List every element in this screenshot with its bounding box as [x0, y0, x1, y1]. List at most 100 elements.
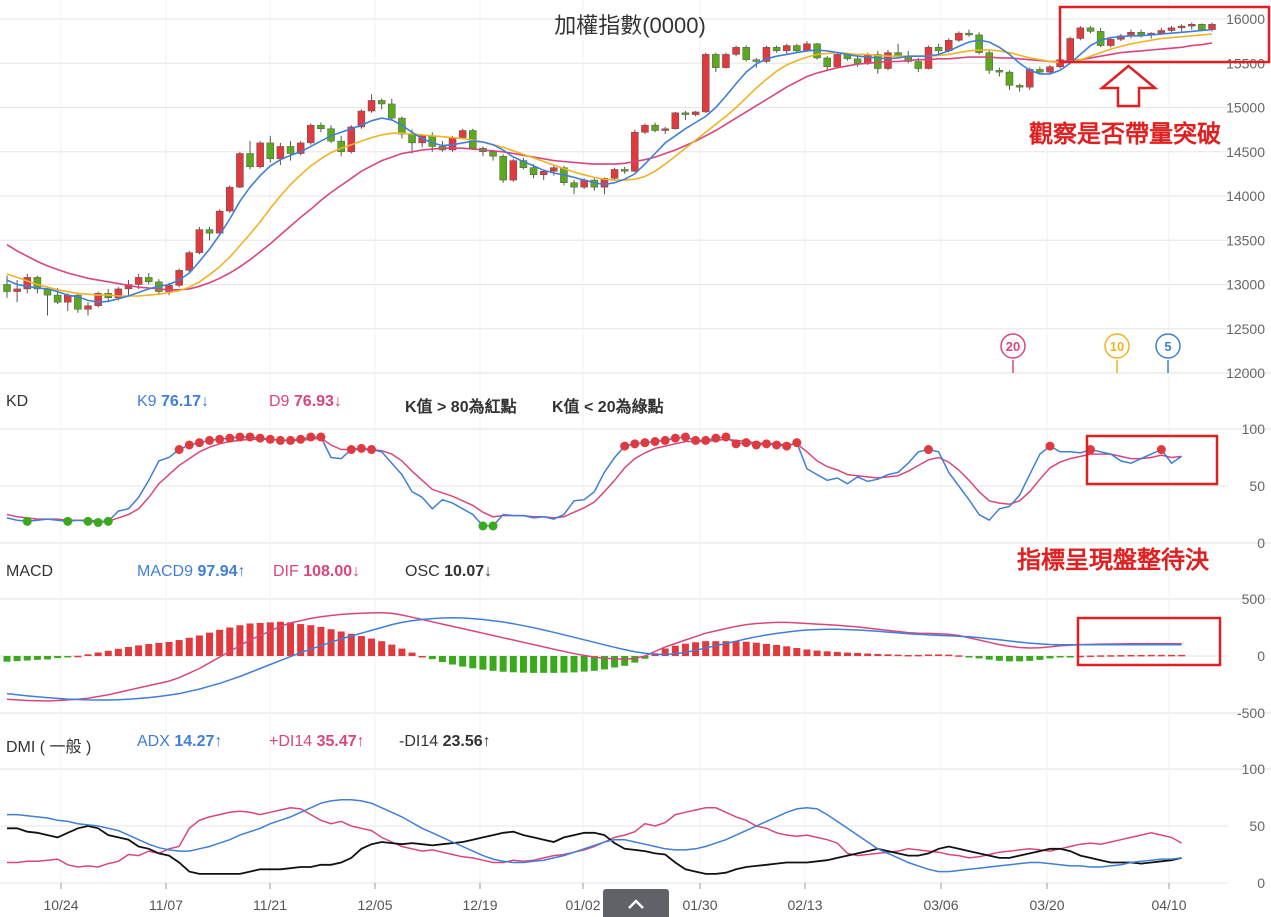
macd-dif-value: 108.00↓ [303, 563, 361, 580]
x-tick-label: 03/06 [923, 897, 958, 913]
kd-red-dot [772, 440, 782, 450]
dmi-y-tick-label: 0 [1257, 875, 1265, 891]
macd-macd-label: MACD9 [137, 563, 194, 580]
macd-osc-bar [317, 626, 325, 656]
macd-osc-bar [165, 641, 173, 656]
price-y-tick-label: 13000 [1226, 277, 1265, 293]
kd-red-dot [782, 441, 792, 451]
macd-osc-bar [722, 641, 730, 656]
x-tick-label: 12/19 [462, 897, 497, 913]
ma5-line [6, 28, 1213, 304]
kd-rule-green: K值 < 20為綠點 [552, 399, 664, 416]
kd-red-dot [792, 438, 802, 448]
price-y-tick-label: 13500 [1226, 232, 1265, 248]
macd-osc-bar [560, 656, 568, 673]
candle-body [367, 100, 376, 112]
macd-osc-bar [1026, 656, 1034, 661]
candle-body [236, 153, 244, 188]
x-tick-label: 11/07 [149, 897, 183, 913]
candle-body [195, 229, 204, 253]
candle-body [145, 277, 153, 283]
candle-body [772, 47, 781, 52]
macd-osc-bar [469, 656, 477, 669]
macd-osc-bar [347, 633, 355, 656]
macd-osc-bar [621, 656, 629, 666]
candle-body [550, 167, 558, 172]
kd-red-dot [255, 433, 265, 443]
dmi-adx-readout: ADX 14.27↑ [137, 733, 222, 751]
candle-body [610, 169, 619, 179]
kd-red-dot [660, 435, 670, 445]
candle-body [1187, 24, 1196, 27]
candle-body [712, 54, 720, 68]
kd-red-dot [691, 435, 701, 445]
candle-body [519, 160, 528, 168]
macd-osc-bar [570, 656, 578, 673]
candle-body [357, 110, 366, 128]
scroll-up-button[interactable] [603, 889, 669, 917]
macd-osc-bar [864, 653, 872, 656]
macd-osc-bar [600, 656, 608, 670]
candle-body [661, 128, 669, 131]
ma-badge-label: 20 [1006, 339, 1020, 354]
price-y-tick-label: 16000 [1226, 11, 1265, 27]
kd-red-dot [711, 433, 721, 443]
kd-green-dot [93, 517, 103, 527]
candle-body [1036, 69, 1044, 73]
candle-body [631, 132, 639, 172]
macd-osc-bar [84, 654, 92, 656]
kd-y-tick-label: 100 [1242, 421, 1266, 437]
kd-k-label: K9 [137, 393, 157, 410]
macd-osc-bar [33, 656, 41, 660]
macd-osc-bar [833, 651, 841, 656]
candle-body [914, 61, 923, 69]
candle-body [3, 284, 11, 292]
dmi-panel-name: DMI ( 一般 ) [6, 739, 92, 756]
candle-body [570, 182, 578, 188]
kd-red-dot [630, 439, 640, 449]
macd-osc-bar [357, 636, 365, 656]
macd-osc-bar [135, 645, 143, 656]
macd-osc-bar [479, 656, 487, 670]
kd-k-readout: K9 76.17↓ [137, 393, 209, 411]
macd-osc-bar [459, 656, 467, 667]
kd-y-tick-label: 50 [1249, 478, 1265, 494]
kd-red-dot [215, 434, 225, 444]
kd-red-dot [731, 439, 741, 449]
candle-body [884, 52, 892, 69]
macd-osc-bar [256, 622, 264, 656]
macd-osc-bar [499, 656, 507, 672]
kd-red-dot [1156, 445, 1166, 455]
kd-rule-red: K值 > 80為紅點 [405, 399, 517, 416]
macd-osc-bar [681, 643, 689, 656]
candle-body [286, 146, 295, 154]
candle-body [975, 34, 983, 53]
macd-osc-bar [23, 656, 31, 661]
kd-red-dot [356, 443, 366, 453]
candle-body [681, 112, 690, 115]
kd-y-tick-label: 0 [1257, 535, 1265, 551]
macd-osc-bar [803, 649, 811, 656]
macd-osc-bar [226, 627, 234, 656]
ma-badge-circle [1104, 333, 1130, 359]
macd-osc-bar [206, 632, 214, 656]
macd-osc-bar [428, 656, 436, 660]
candle-body [955, 32, 963, 41]
macd-macd-value: 97.94↑ [197, 563, 246, 580]
macd-osc-bar [398, 648, 406, 656]
macd-osc-bar [145, 644, 153, 656]
macd-osc-bar [793, 648, 801, 656]
macd-osc-bar [3, 656, 11, 662]
kd-d-readout: D9 76.93↓ [269, 393, 342, 411]
macd-osc-bar [732, 641, 740, 656]
kd-green-dot [83, 516, 93, 526]
kd-red-dot [296, 434, 306, 444]
kd-d-line [6, 437, 1182, 523]
macd-osc-bar [94, 652, 102, 656]
macd-osc-label: OSC [405, 563, 440, 580]
macd-osc-bar [337, 631, 345, 656]
macd-osc-bar [236, 625, 244, 656]
macd-header: MACD [6, 563, 53, 581]
kd-red-dot [174, 445, 184, 455]
candle-body [165, 285, 173, 292]
